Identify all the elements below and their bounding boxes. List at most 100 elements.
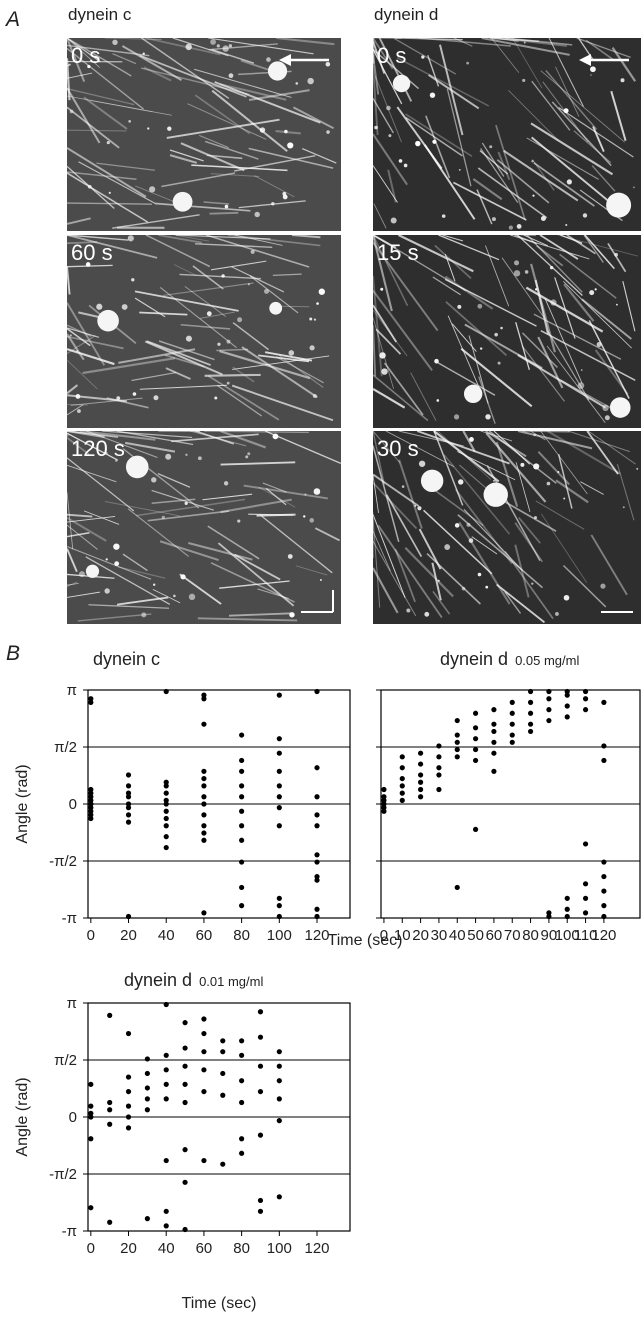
- x-tick-label: 80: [522, 927, 539, 944]
- data-point: [491, 751, 496, 756]
- speckle: [114, 561, 119, 566]
- bright-spot: [97, 310, 119, 332]
- data-point: [528, 722, 533, 727]
- speckle: [578, 382, 585, 389]
- data-point: [88, 1082, 93, 1087]
- data-point: [473, 758, 478, 763]
- data-point: [201, 783, 206, 788]
- data-point: [314, 794, 319, 799]
- data-point: [220, 1162, 225, 1167]
- data-point: [164, 1067, 169, 1072]
- x-tick-label: 40: [158, 1240, 175, 1257]
- speckle: [547, 482, 551, 486]
- speckle: [173, 595, 176, 598]
- y-tick-label: π/2: [54, 1052, 77, 1069]
- speckle: [522, 79, 525, 82]
- data-point: [126, 1031, 131, 1036]
- data-point: [473, 736, 478, 741]
- data-point: [164, 783, 169, 788]
- filament: [373, 512, 374, 558]
- bright-spot: [421, 470, 443, 492]
- data-point: [258, 1089, 263, 1094]
- data-point: [400, 776, 405, 781]
- time-label: 15 s: [377, 240, 419, 265]
- data-point: [258, 1009, 263, 1014]
- speckle: [162, 516, 165, 519]
- data-point: [314, 852, 319, 857]
- speckle: [531, 160, 533, 162]
- speckle: [535, 288, 537, 290]
- x-tick-label: 0: [87, 927, 95, 944]
- speckle: [380, 288, 383, 291]
- data-point: [126, 783, 131, 788]
- data-point: [182, 1064, 187, 1069]
- data-point: [201, 1049, 206, 1054]
- speckle: [532, 195, 534, 197]
- data-point: [145, 1056, 150, 1061]
- bright-spot: [484, 483, 508, 507]
- data-point: [583, 689, 588, 694]
- data-point: [546, 689, 551, 694]
- speckle: [141, 612, 146, 617]
- speckle: [96, 304, 102, 310]
- speckle: [128, 120, 131, 123]
- chart-concentration: 0.01 mg/ml: [199, 974, 263, 989]
- data-point: [528, 711, 533, 716]
- y-tick-label: -π/2: [49, 1166, 77, 1183]
- data-point: [182, 1100, 187, 1105]
- speckle: [564, 595, 570, 601]
- speckle: [313, 394, 317, 398]
- x-tick-label: 40: [449, 927, 466, 944]
- filament: [523, 431, 570, 432]
- data-point: [239, 1053, 244, 1058]
- speckle: [271, 202, 274, 205]
- data-point: [239, 1100, 244, 1105]
- x-tick-label: 100: [267, 927, 292, 944]
- data-point: [277, 751, 282, 756]
- micrograph: 0 s: [67, 38, 341, 231]
- speckle: [70, 334, 72, 336]
- speckle: [404, 164, 408, 168]
- filament: [205, 375, 261, 376]
- speckle: [415, 141, 420, 146]
- x-tick-label: 60: [486, 927, 503, 944]
- data-point: [491, 722, 496, 727]
- x-tick-label: 120: [304, 927, 329, 944]
- x-tick-label: 60: [196, 927, 213, 944]
- data-point: [400, 798, 405, 803]
- data-point: [491, 707, 496, 712]
- speckle: [248, 283, 250, 285]
- x-tick-label: 40: [158, 927, 175, 944]
- speckle: [255, 212, 260, 217]
- speckle: [533, 434, 536, 437]
- bright-spot: [126, 456, 149, 479]
- data-point: [182, 1082, 187, 1087]
- y-axis-label: Angle (rad): [14, 764, 31, 843]
- speckle: [214, 397, 217, 400]
- data-point: [314, 765, 319, 770]
- data-point: [201, 801, 206, 806]
- data-point: [418, 772, 423, 777]
- speckle: [414, 505, 416, 507]
- speckle: [525, 270, 529, 274]
- speckle: [229, 44, 232, 47]
- speckle: [309, 317, 312, 320]
- speckle: [480, 347, 482, 349]
- data-point: [126, 805, 131, 810]
- data-point: [314, 914, 319, 919]
- data-point: [239, 732, 244, 737]
- x-tick-label: 120: [304, 1240, 329, 1257]
- data-point: [583, 841, 588, 846]
- time-label: 0 s: [71, 43, 100, 68]
- speckle: [478, 573, 482, 577]
- data-point: [277, 736, 282, 741]
- data-point: [381, 787, 386, 792]
- data-point: [107, 1013, 112, 1018]
- data-point: [164, 809, 169, 814]
- speckle: [581, 369, 583, 371]
- speckle: [381, 368, 387, 374]
- speckle: [550, 266, 553, 269]
- speckle: [614, 253, 618, 257]
- data-point: [455, 718, 460, 723]
